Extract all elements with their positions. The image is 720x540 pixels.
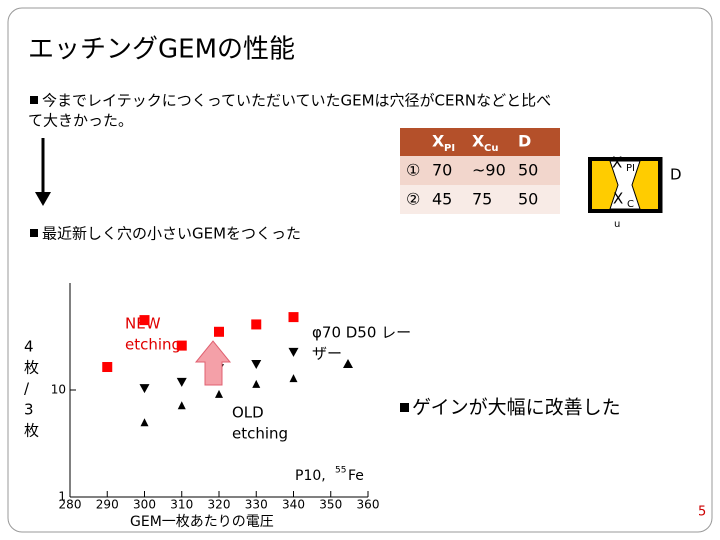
- point: [176, 377, 187, 387]
- bullet-marker: [30, 96, 38, 104]
- table-header-cell: X: [472, 132, 485, 151]
- x-tick-label: 330: [245, 498, 268, 512]
- x-tick-label: 300: [133, 498, 156, 512]
- point: [139, 384, 150, 394]
- point: [251, 319, 262, 330]
- x-axis-label: GEM一枚あたりの電圧: [130, 514, 274, 530]
- diagram-label: X: [612, 154, 622, 172]
- y-tick-label: 1: [58, 490, 66, 504]
- bullet-text: 最近新しく穴の小さいGEMをつくった: [42, 225, 301, 243]
- table-row: [400, 156, 560, 185]
- annotation: 55: [335, 466, 346, 476]
- bullet-marker: [30, 229, 38, 237]
- point: [214, 326, 224, 337]
- x-tick-label: 280: [59, 498, 82, 512]
- slide-frame: [7, 7, 713, 533]
- annotation: etching: [232, 425, 288, 443]
- table-cell: 70: [432, 161, 452, 180]
- annotation: φ70 D50 レー: [312, 324, 411, 342]
- point: [215, 389, 223, 398]
- table-cell: ~90: [472, 161, 506, 180]
- point: [176, 340, 187, 351]
- point: [140, 418, 149, 427]
- point: [102, 362, 113, 373]
- table-cell: 75: [472, 190, 492, 209]
- table-header-cell: PI: [444, 143, 455, 154]
- table-header: [400, 128, 560, 156]
- highlight-arrow: [194, 340, 232, 386]
- legend-marker: [343, 359, 353, 368]
- diagram-label: D: [670, 166, 682, 184]
- chart: 280 290 300 310 320 330 340 350 360 1 10 GEM一枚あたりの電…: [24, 283, 411, 530]
- diagram-label: C: [627, 199, 634, 210]
- point: [139, 315, 150, 326]
- table-cell: ①: [406, 161, 420, 180]
- arrow-head: [35, 192, 51, 206]
- y-axis-label: 枚: [24, 359, 39, 377]
- diagram-label: PI: [626, 163, 635, 174]
- x-tick-label: 320: [208, 498, 231, 512]
- hole-shape: [609, 160, 641, 210]
- point: [251, 359, 262, 369]
- y-axis-label: 枚: [24, 422, 39, 440]
- y-tick-label: 10: [51, 383, 66, 397]
- x-tick-label: 350: [319, 498, 342, 512]
- bullet-text: ゲインが大幅に改善した: [412, 397, 621, 419]
- point: [177, 401, 186, 410]
- x-tick-label: 290: [96, 498, 119, 512]
- y-axis-label: /: [24, 380, 30, 398]
- point: [252, 379, 261, 388]
- diagram-label: X: [613, 190, 623, 208]
- annotation: OLD: [232, 404, 264, 422]
- bullet-text: 今までレイテックにつくっていただいていたGEMは穴径がCERNなどと比べ: [42, 92, 551, 110]
- table-header-cell: X: [432, 132, 445, 151]
- annotation: ザー: [312, 345, 342, 363]
- x-tick-label: 310: [170, 498, 193, 512]
- table-cell: ②: [406, 190, 420, 209]
- slide-title: エッチングGEMの性能: [28, 35, 295, 65]
- annotation: etching: [125, 336, 181, 354]
- table-cell: 45: [432, 190, 452, 209]
- table-header-cell: D: [518, 132, 531, 151]
- annotation: Fe: [348, 468, 364, 484]
- point: [288, 347, 299, 357]
- x-tick-label: 360: [357, 498, 380, 512]
- bullet-marker: [400, 403, 409, 412]
- diagram-label: u: [614, 219, 620, 230]
- table-header-cell: Cu: [484, 143, 498, 154]
- page-number: 5: [698, 505, 706, 520]
- annotation: P10,: [295, 468, 326, 484]
- point: [288, 312, 299, 323]
- table-row: [400, 185, 560, 214]
- point: [289, 374, 298, 383]
- table-cell: 50: [518, 161, 538, 180]
- y-axis-label: 4: [24, 338, 34, 356]
- y-axis-label: 3: [24, 401, 34, 419]
- x-tick-label: 340: [282, 498, 305, 512]
- bullet-text: て大きかった。: [28, 112, 133, 130]
- table-cell: 50: [518, 190, 538, 209]
